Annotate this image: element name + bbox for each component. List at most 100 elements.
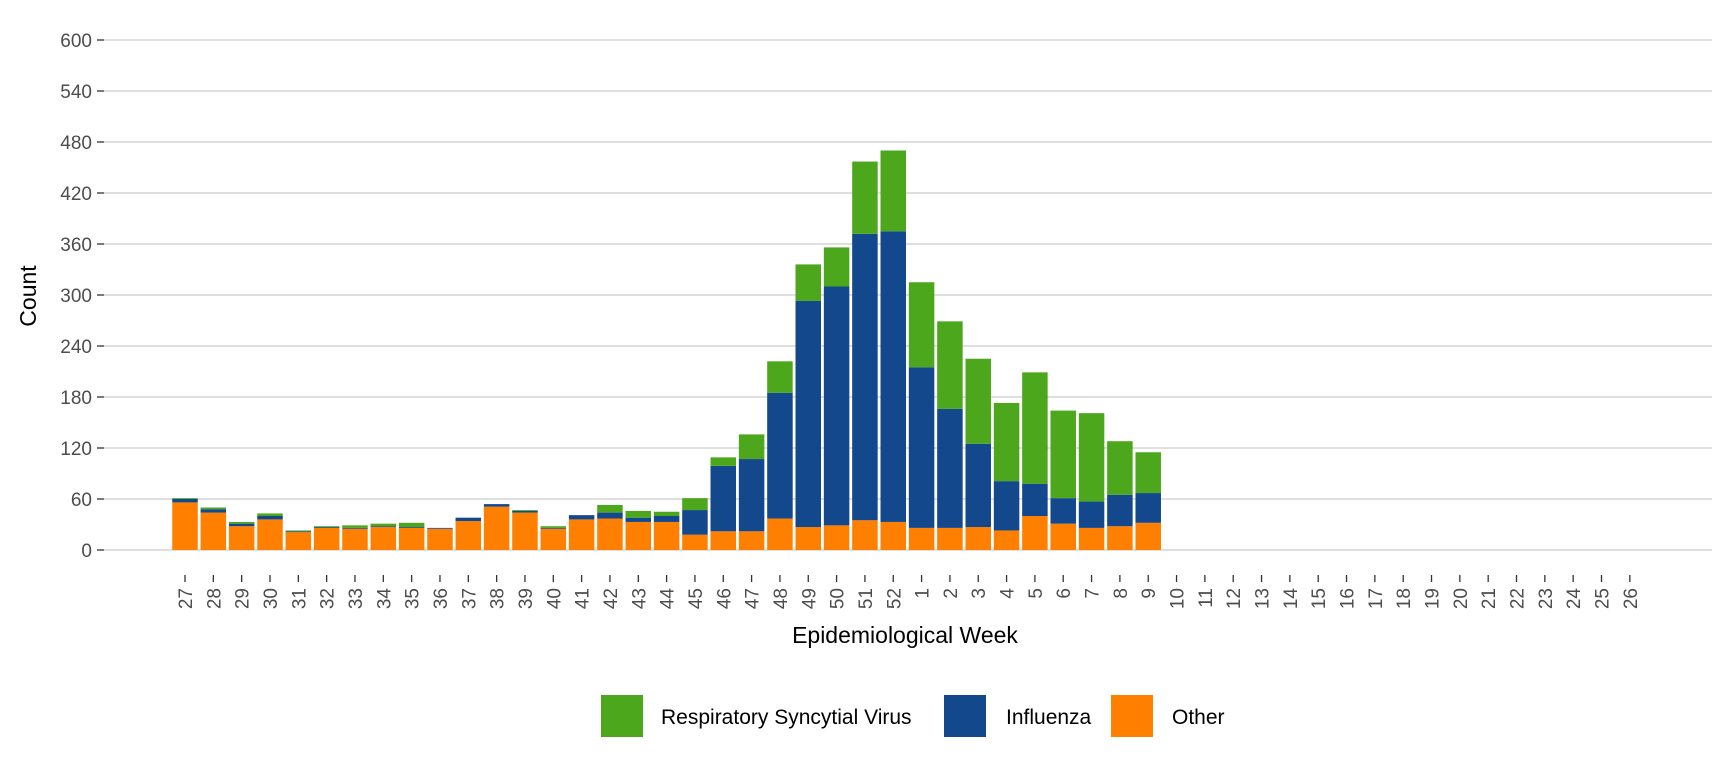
x-tick-label: 11 (1196, 588, 1217, 608)
legend-swatch (1111, 695, 1153, 737)
bar-segment: Influenza — 4: 58 (993, 481, 1020, 531)
bar-segment: Other — 29: 28 (228, 526, 255, 550)
x-tick-label: 7 (1083, 588, 1104, 599)
bar-segment: Respiratory Syncytial Virus — 1: 100 (908, 282, 935, 368)
x-tick-label: 46 (714, 588, 735, 609)
bar-segment: Other — 3: 27 (965, 527, 991, 550)
x-tick-label: 10 (1168, 588, 1189, 609)
legend-swatch (601, 695, 643, 737)
bar-segment: Other — 42: 37 (597, 518, 623, 550)
bar-segment: Respiratory Syncytial Virus — 33: 3 (342, 525, 368, 528)
bar-segment: Influenza — 51: 337 (852, 233, 878, 521)
bar-segment: Respiratory Syncytial Virus — 42: 9 (597, 504, 623, 513)
bar-segment: Other — 34: 27 (370, 527, 397, 550)
x-tick-label: 8 (1111, 588, 1132, 599)
x-tick-label: 39 (516, 588, 537, 609)
bar-segment: Influenza — 45: 29 (682, 510, 708, 535)
x-tick-label: 33 (346, 588, 367, 609)
bar-segment: Influenza — 35: 1 (398, 527, 425, 528)
x-tick-label: 27 (176, 588, 197, 609)
x-tick-label: 52 (884, 588, 905, 609)
bar-segment: Respiratory Syncytial Virus — 27: 1 (172, 498, 198, 499)
bar-segment: Other — 48: 37 (767, 518, 793, 550)
x-tick-label: 48 (771, 588, 792, 609)
bar-segment: Other — 1: 26 (908, 527, 935, 550)
y-tick-label: 600 (60, 31, 92, 52)
x-tick-label: 40 (544, 588, 565, 609)
bar-segment: Respiratory Syncytial Virus — 46: 10 (710, 457, 737, 466)
y-axis-title: Count (15, 265, 41, 327)
bar-segment: Other — 39: 44 (512, 512, 538, 550)
bar-segment: Other — 35: 26 (398, 527, 425, 550)
bar-segment: Influenza — 43: 5 (625, 517, 652, 522)
bar-segment: Other — 43: 33 (625, 521, 652, 550)
bar-segment: Other — 45: 18 (682, 534, 708, 550)
bar-segment: Other — 51: 35 (852, 520, 878, 550)
bar-segment: Respiratory Syncytial Virus — 45: 14 (682, 498, 708, 511)
bar-segment: Influenza — 50: 281 (823, 286, 850, 526)
bar-segment: Other — 9: 32 (1135, 522, 1161, 550)
x-tick-label: 51 (856, 588, 877, 609)
bar-segment: Influenza — 40: 1 (540, 527, 567, 529)
x-tick-label: 28 (204, 588, 225, 609)
bar-segment: Influenza — 1: 189 (908, 367, 935, 528)
bar-segment: Respiratory Syncytial Virus — 29: 2 (228, 521, 255, 524)
y-tick-label: 120 (60, 439, 92, 460)
bar-segment: Respiratory Syncytial Virus — 8: 63 (1107, 441, 1133, 495)
bar-segment: Influenza — 27: 4 (172, 499, 198, 503)
legend-swatch (944, 695, 986, 737)
x-tick-label: 4 (998, 588, 1019, 599)
bar-segment: Respiratory Syncytial Virus — 43: 8 (625, 510, 652, 518)
bar-segment: Influenza — 46: 77 (710, 465, 737, 532)
bar-segment: Respiratory Syncytial Virus — 32: 1 (313, 526, 340, 528)
x-tick-label: 20 (1451, 588, 1472, 609)
x-tick-label: 22 (1508, 588, 1529, 609)
bar-segment: Influenza — 36: 1 (427, 527, 453, 529)
bar-segment: Influenza — 3: 98 (965, 443, 991, 528)
bar-segment: Respiratory Syncytial Virus — 3: 100 (965, 358, 991, 444)
bar-segment: Other — 37: 34 (455, 521, 482, 550)
x-tick-label: 36 (431, 588, 452, 609)
bar-segment: Respiratory Syncytial Virus — 28: 2 (200, 507, 227, 510)
bar-segment: Other — 47: 22 (738, 531, 765, 550)
bar-segment: Other — 38: 51 (483, 506, 510, 550)
bar-segment: Other — 44: 33 (653, 521, 680, 550)
x-tick-label: 30 (261, 588, 282, 609)
x-tick-label: 13 (1253, 588, 1274, 609)
bar-segment: Influenza — 2: 140 (937, 408, 963, 528)
bar-segment: Influenza — 32: 1 (313, 527, 340, 528)
bar-segment: Other — 46: 22 (710, 531, 737, 550)
bar-segment: Respiratory Syncytial Virus — 39: 1 (512, 510, 538, 511)
bar-segment: Other — 28: 44 (200, 512, 227, 550)
bar-segment: Influenza — 41: 5 (568, 515, 595, 520)
x-tick-label: 29 (233, 588, 254, 609)
x-tick-label: 16 (1338, 588, 1359, 609)
x-tick-label: 47 (743, 588, 764, 609)
y-tick-label: 240 (60, 337, 92, 358)
bar-segment: Other — 49: 27 (795, 527, 822, 550)
bar-segment: Influenza — 48: 148 (767, 392, 793, 519)
bar-segment: Respiratory Syncytial Virus — 31: 1 (285, 530, 312, 532)
x-tick-label: 21 (1479, 588, 1500, 609)
bar-segment: Other — 32: 26 (313, 527, 340, 550)
bar-segment: Influenza — 7: 31 (1078, 501, 1105, 528)
x-tick-label: 26 (1621, 588, 1642, 609)
x-tick-label: 15 (1309, 588, 1330, 609)
y-tick-label: 360 (60, 235, 92, 256)
x-tick-label: 12 (1224, 588, 1245, 609)
bar-segment: Other — 50: 29 (823, 525, 850, 550)
x-tick-label: 32 (318, 588, 339, 609)
bar-segment: Other — 36: 25 (427, 528, 453, 550)
y-tick-label: 420 (60, 184, 92, 205)
bar-segment: Respiratory Syncytial Virus — 7: 104 (1078, 413, 1105, 502)
x-tick-label: 34 (374, 588, 395, 610)
bar-segment: Respiratory Syncytial Virus — 6: 103 (1050, 410, 1076, 499)
x-tick-label: 14 (1281, 588, 1302, 610)
x-axis: 27 28 29 30 31 32 33 34 35 36 37 38 39 40 41 42 43 44 45 46… (176, 575, 1642, 609)
legend-label: Other (1172, 706, 1225, 729)
x-tick-label: 5 (1026, 588, 1047, 599)
bar-segment: Respiratory Syncytial Virus — 47: 29 (738, 434, 765, 460)
y-tick-label: 480 (60, 133, 92, 154)
x-tick-label: 49 (799, 588, 820, 609)
